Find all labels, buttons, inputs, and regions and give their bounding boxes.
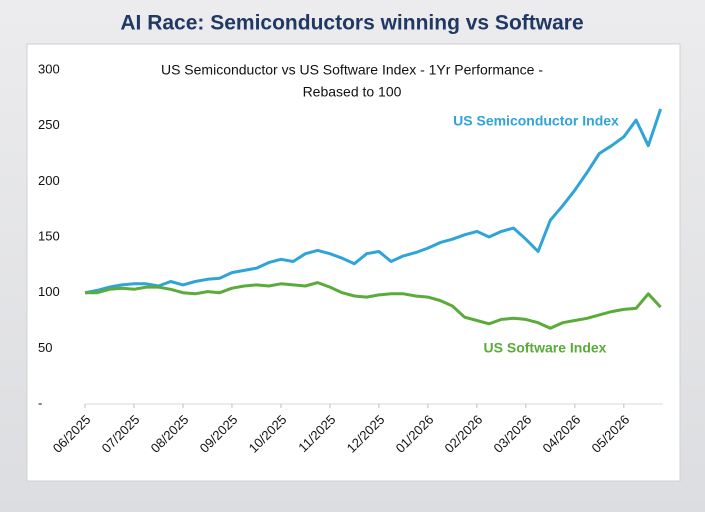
y-tick-label: - <box>38 395 42 410</box>
y-tick-label: 100 <box>38 284 60 299</box>
chart-subtitle: US Semiconductor vs US Software Index - … <box>161 62 543 78</box>
y-tick-label: 150 <box>38 228 60 243</box>
y-tick-label: 250 <box>38 117 60 132</box>
y-tick-label: 200 <box>38 173 60 188</box>
y-tick-label: 300 <box>38 61 60 76</box>
y-tick-label: 50 <box>38 340 52 355</box>
series-label: US Software Index <box>484 340 607 356</box>
series-line <box>84 108 663 295</box>
series-label: US Semiconductor Index <box>453 113 619 129</box>
series-line <box>85 281 662 330</box>
chart-subtitle: Rebased to 100 <box>303 84 402 100</box>
chart-title: AI Race: Semiconductors winning vs Softw… <box>120 12 583 35</box>
